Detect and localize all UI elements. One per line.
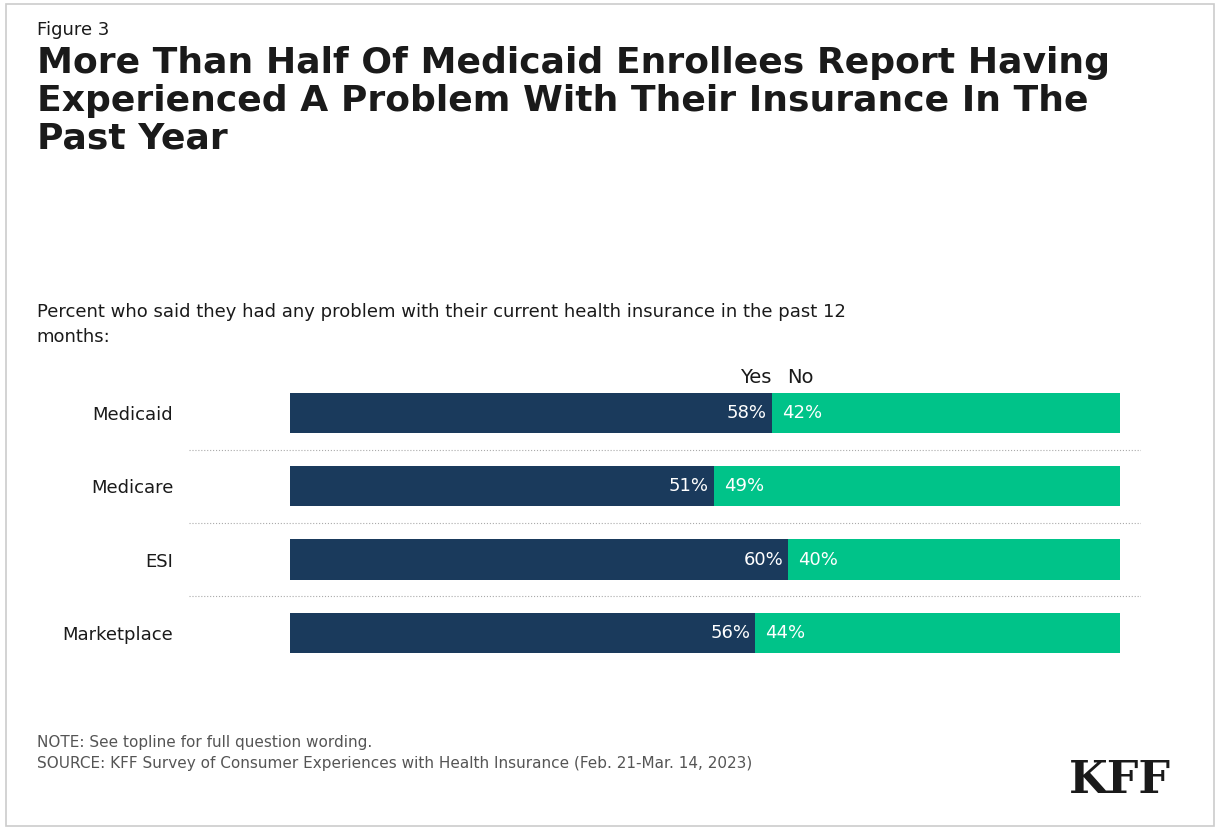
Bar (755, 613, 1120, 653)
Text: NOTE: See topline for full question wording.
SOURCE: KFF Survey of Consumer Expe: NOTE: See topline for full question word… (37, 735, 752, 770)
Text: 42%: 42% (782, 404, 822, 422)
Text: Yes: Yes (741, 368, 772, 387)
Text: 44%: 44% (765, 624, 805, 642)
Text: 49%: 49% (723, 477, 764, 496)
Text: 40%: 40% (799, 550, 838, 569)
Bar (290, 466, 714, 506)
Text: 51%: 51% (669, 477, 709, 496)
Text: Figure 3: Figure 3 (37, 21, 109, 39)
Bar (788, 540, 1120, 579)
Text: Percent who said they had any problem with their current health insurance in the: Percent who said they had any problem wi… (37, 303, 845, 346)
Text: 56%: 56% (710, 624, 750, 642)
Text: 60%: 60% (744, 550, 783, 569)
Bar (290, 613, 755, 653)
Text: KFF: KFF (1069, 759, 1171, 803)
Bar (290, 393, 772, 433)
Bar (290, 540, 788, 579)
Text: No: No (787, 368, 814, 387)
Bar (714, 466, 1120, 506)
Bar (772, 393, 1120, 433)
Text: 58%: 58% (727, 404, 766, 422)
Text: More Than Half Of Medicaid Enrollees Report Having
Experienced A Problem With Th: More Than Half Of Medicaid Enrollees Rep… (37, 46, 1110, 156)
